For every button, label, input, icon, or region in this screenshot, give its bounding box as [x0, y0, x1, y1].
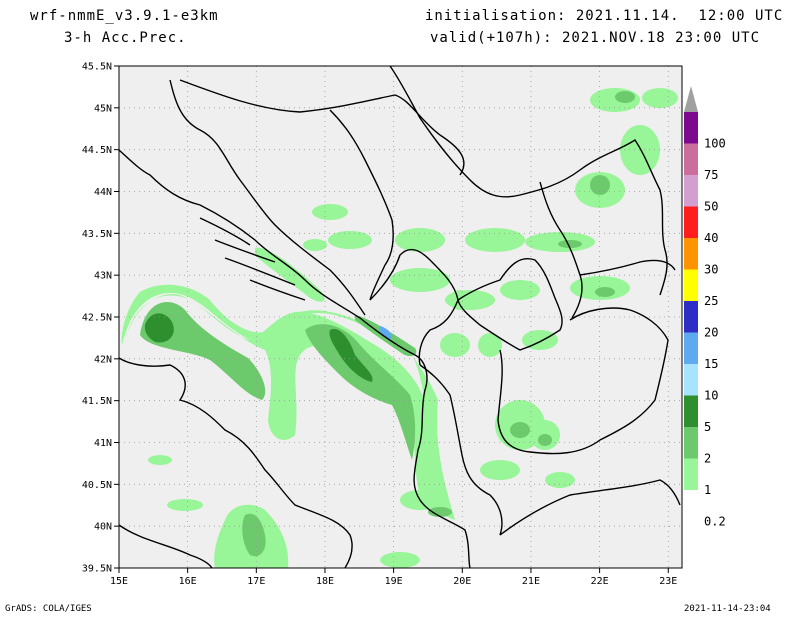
render-timestamp: 2021-11-14-23:04 [684, 604, 771, 614]
border-serbia-romania [389, 65, 668, 296]
legend-label: 10 [704, 389, 718, 403]
lat-label: 41N [94, 438, 112, 449]
legend-swatch [684, 206, 698, 238]
coastline-islands-2 [214, 239, 276, 263]
lon-label: 16E [179, 576, 197, 587]
legend-swatch [684, 427, 698, 459]
precip-blob-sw-core [242, 513, 266, 557]
legend-label: 20 [704, 326, 718, 340]
coastline-italy-heel [118, 524, 213, 569]
lat-label: 42N [94, 354, 112, 365]
border-bosnia-serbia [329, 109, 394, 301]
legend-swatch [684, 143, 698, 175]
border-montenegro [369, 248, 459, 366]
border-macedonia [497, 307, 669, 455]
lat-label: 40N [94, 522, 112, 533]
border-croatia-bosnia [169, 79, 366, 316]
coastline-balkans [118, 149, 471, 569]
precip-core-2 [305, 324, 416, 460]
precip-band-adriatic-main [125, 294, 445, 513]
precip-coast-blue [379, 326, 392, 340]
precip-core-3 [144, 313, 174, 343]
grid-lines [119, 66, 682, 568]
legend-label: 2 [704, 452, 711, 466]
legend-swatch [684, 112, 698, 144]
precipitation-legend: 100 75 50 40 30 25 20 15 10 5 2 1 0.2 [684, 86, 726, 529]
lat-label: 45N [94, 103, 112, 114]
valid-time: valid(+107h): 2021.NOV.18 23:00 UTC [430, 30, 761, 46]
legend-swatch [684, 301, 698, 333]
map-background [119, 66, 682, 568]
legend-label: 1 [704, 483, 711, 497]
border-bulgaria [579, 259, 676, 276]
lat-label: 44N [94, 187, 112, 198]
legend-label: 100 [704, 137, 726, 151]
lat-label: 41.5N [82, 396, 112, 407]
lon-label: 18E [316, 576, 334, 587]
legend-top-cap [684, 86, 698, 112]
initialisation-time: initialisation: 2021.11.14. 12:00 UTC [425, 8, 784, 24]
legend-label: 30 [704, 263, 718, 277]
lat-label: 39.5N [82, 564, 112, 575]
border-kosovo [457, 258, 563, 351]
legend-swatch [684, 332, 698, 364]
border-serbia-bulgaria [539, 181, 583, 319]
legend-swatch [684, 269, 698, 301]
legend-label: 25 [704, 294, 718, 308]
coastline-italy [118, 357, 353, 569]
lat-label: 43N [94, 271, 112, 282]
lon-label: 23E [659, 576, 677, 587]
legend-label: 75 [704, 168, 718, 182]
legend-swatch [684, 238, 698, 270]
lon-label: 20E [453, 576, 471, 587]
lat-label: 40.5N [82, 480, 112, 491]
longitude-labels: 15E 16E 17E 18E 19E 20E 21E 22E 23E [110, 568, 677, 587]
border-albania-macedonia [419, 364, 503, 536]
legend-swatch [684, 490, 698, 522]
border-greece [499, 479, 681, 536]
legend-swatch [684, 458, 698, 490]
lat-label: 44.5N [82, 145, 112, 156]
lon-label: 17E [247, 576, 265, 587]
legend-label: 0.2 [704, 515, 726, 529]
legend-label: 15 [704, 357, 718, 371]
precip-core-4 [329, 329, 373, 382]
latitude-labels: 45.5N 45N 44.5N 44N 43.5N 43N 42.5N 42N 41.5N 41N… [82, 62, 119, 575]
lat-label: 45.5N [82, 62, 112, 73]
grads-credit: GrADS: COLA/IGES [5, 604, 92, 614]
model-title: wrf-nmmE_v3.9.1-e3km [30, 8, 219, 24]
coastlines-borders [118, 65, 681, 569]
border-north [179, 79, 465, 176]
lon-label: 15E [110, 576, 128, 587]
precip-scattered-core [428, 91, 635, 517]
legend-label: 5 [704, 420, 711, 434]
legend-swatch [684, 175, 698, 207]
coastline-islands-3 [224, 257, 296, 286]
legend-swatch [684, 364, 698, 396]
lat-label: 43.5N [82, 229, 112, 240]
legend-label: 50 [704, 200, 718, 214]
legend-label: 40 [704, 231, 718, 245]
field-title: 3-h Acc.Prec. [64, 30, 187, 46]
legend-swatch [684, 395, 698, 427]
lat-label: 42.5N [82, 313, 112, 324]
lon-label: 19E [385, 576, 403, 587]
coastline-islands-4 [249, 279, 306, 301]
lon-label: 22E [591, 576, 609, 587]
lon-label: 21E [522, 576, 540, 587]
coastline-islands-1 [199, 217, 251, 246]
